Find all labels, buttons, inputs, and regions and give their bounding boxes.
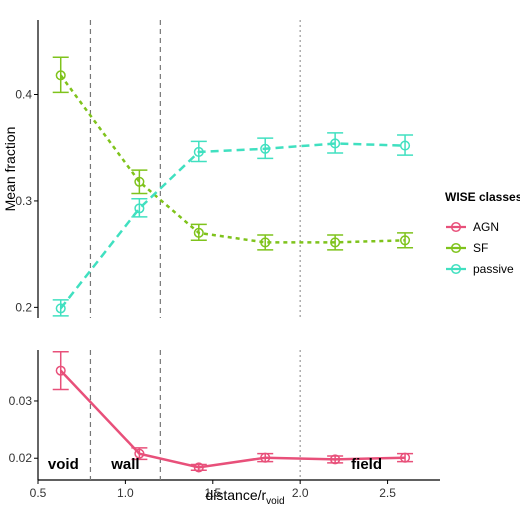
legend-label: AGN [473, 220, 499, 234]
data-point [399, 452, 411, 463]
legend: WISE classes AGN SF passive [445, 190, 520, 276]
data-point [193, 462, 204, 473]
y-tick-label: 0.3 [15, 194, 32, 208]
data-point [399, 235, 411, 246]
y-tick-label: 0.4 [15, 88, 32, 102]
x-tick-label: 2.5 [379, 486, 396, 500]
legend-marker [450, 263, 462, 275]
data-point [330, 237, 341, 248]
data-point [55, 303, 66, 314]
data-point [260, 143, 271, 154]
data-point [55, 70, 66, 81]
y-tick-label: 0.03 [9, 394, 33, 408]
x-tick-label: 1.5 [204, 486, 221, 500]
x-axis-label-subscript: void [266, 496, 284, 506]
bottom-panel: 0.02 0.03 0.5 1.0 1.5 2.0 2.5 void wall field dist… [9, 350, 440, 506]
y-tick-label: 0.2 [15, 300, 32, 314]
data-point [134, 176, 145, 187]
series-line [59, 369, 406, 469]
region-label: void [48, 456, 79, 473]
legend-item-passive: passive [446, 262, 514, 276]
data-point [260, 237, 271, 248]
series-line [59, 142, 406, 310]
data-point [193, 227, 204, 238]
legend-marker [450, 242, 462, 254]
series-line [59, 74, 406, 244]
y-axis-label: Mean fraction [2, 127, 18, 212]
region-label: field [351, 456, 382, 473]
data-point [260, 452, 271, 463]
series-sf [52, 56, 414, 251]
x-tick-label: 2.0 [292, 486, 309, 500]
legend-item-sf: SF [446, 241, 488, 255]
data-point [193, 146, 204, 158]
legend-marker [450, 221, 462, 233]
y-tick-label: 0.02 [9, 451, 33, 465]
series-passive [52, 132, 414, 317]
series-agn [52, 350, 414, 473]
data-point [134, 448, 145, 459]
legend-item-agn: AGN [446, 220, 499, 234]
legend-label: SF [473, 241, 488, 255]
legend-label: passive [473, 262, 514, 276]
x-axis-label-main: distance/r [205, 487, 266, 503]
data-point [399, 140, 411, 151]
data-point [134, 203, 145, 214]
x-tick-label: 0.5 [30, 486, 47, 500]
region-label: wall [110, 456, 139, 473]
legend-title: WISE classes [445, 190, 520, 204]
x-tick-label: 1.0 [117, 486, 134, 500]
top-panel: 0.2 0.3 0.4 Mean fraction [2, 20, 414, 318]
data-point [330, 138, 341, 149]
data-point [55, 365, 66, 376]
x-axis-label: distance/rvoid [205, 487, 284, 506]
data-point [330, 454, 341, 465]
